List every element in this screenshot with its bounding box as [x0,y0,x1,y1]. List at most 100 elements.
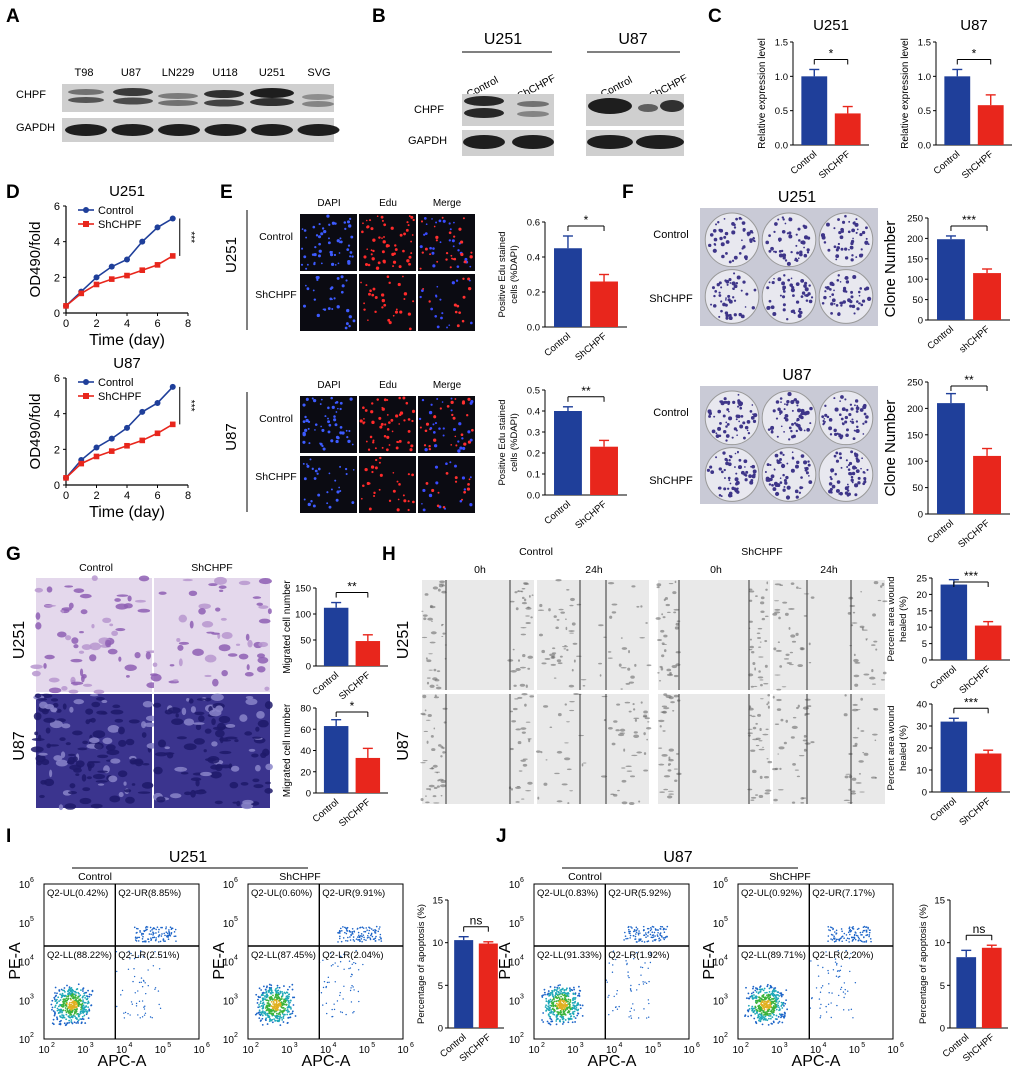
colony [753,288,757,292]
culture-well [761,212,817,268]
cell-nucleus [376,215,379,218]
event-dot [264,1011,267,1014]
event-dot [654,939,656,942]
migrating-cell [640,605,643,608]
stained-cell [44,778,55,787]
stained-cell [178,641,190,645]
event-dot [778,1020,781,1023]
migrating-cell [422,694,427,699]
cell-nucleus [366,248,369,251]
migrating-cell [852,611,856,614]
event-dot [144,1012,147,1014]
cell-nucleus [349,255,352,258]
data-point [93,281,100,288]
colony [743,473,747,476]
event-dot [548,1022,551,1025]
event-dot [83,992,85,995]
quadrant-label: Q2-UL(0.83%) [537,888,598,899]
event-dot [545,1009,548,1012]
cell-nucleus [450,254,453,257]
migrating-cell [858,760,864,763]
event-dot [148,940,150,943]
migrating-cell [790,582,795,585]
migrating-cell [565,626,568,631]
cell-nucleus [419,295,422,299]
event-dot [63,998,65,1001]
y-tick-label: 6 [54,201,60,213]
cell-nucleus [351,443,354,446]
x-axis-title: Time (day) [89,332,165,349]
stained-cell [57,631,67,638]
migrating-cell [436,785,440,788]
event-dot [264,988,267,991]
event-dot [755,1022,758,1025]
stained-cell [73,699,85,705]
event-dot [763,1003,766,1006]
colony [790,288,795,293]
event-dot [612,950,615,952]
event-dot [342,998,344,1000]
event-dot [768,990,771,993]
cell-nucleus [305,398,309,401]
y-tick-label: 10 [223,880,235,891]
event-dot [123,1012,125,1014]
event-dot [90,994,93,996]
event-dot [264,1013,267,1015]
event-dot [347,936,349,939]
colony [846,493,850,497]
colony [838,492,841,495]
stained-cell [239,714,248,722]
event-dot [753,1017,756,1020]
event-dot [143,929,145,932]
event-dot [785,999,788,1002]
event-dot [612,1009,614,1012]
stained-cell [198,603,211,610]
cell-nucleus [384,423,387,426]
cell-nucleus [392,260,397,264]
event-dot [349,939,352,941]
event-dot [72,1002,75,1005]
cell-nucleus [394,244,397,247]
cell-nucleus [345,429,348,432]
migrating-cell [853,653,856,657]
migrating-cell [788,608,795,610]
cell-nucleus [452,245,455,248]
colony [865,237,868,240]
migrating-cell [765,789,772,792]
colony [809,422,812,425]
migrating-cell [638,800,641,803]
colony [786,261,791,266]
event-dot [339,961,342,963]
bar-control [554,248,582,327]
migrating-cell [628,801,635,806]
colony [839,301,842,305]
cell-nucleus [436,325,440,329]
migrating-cell [755,722,758,725]
cell-nucleus [345,472,348,476]
bar-control [554,411,582,495]
event-dot [607,996,609,998]
event-dot [149,1016,152,1018]
event-dot [70,990,73,993]
colony [722,414,726,418]
cell-nucleus [339,241,341,244]
colony [824,421,826,423]
colony [853,429,856,432]
cell-nucleus [467,397,471,401]
event-dot [785,989,788,992]
y-axis-title: cells (%DAPI) [509,245,520,304]
event-dot [80,1003,83,1006]
event-dot [77,1019,80,1022]
event-dot [784,1002,787,1005]
event-dot [168,929,170,931]
cell-nucleus [392,489,396,493]
y-axis-title: healed (%) [898,596,909,642]
event-dot [268,983,271,986]
cell-nucleus [428,493,433,498]
protein-band [638,104,658,112]
wound-image-shchpf-24h [772,694,885,804]
colony [830,468,835,473]
event-dot [663,928,666,930]
